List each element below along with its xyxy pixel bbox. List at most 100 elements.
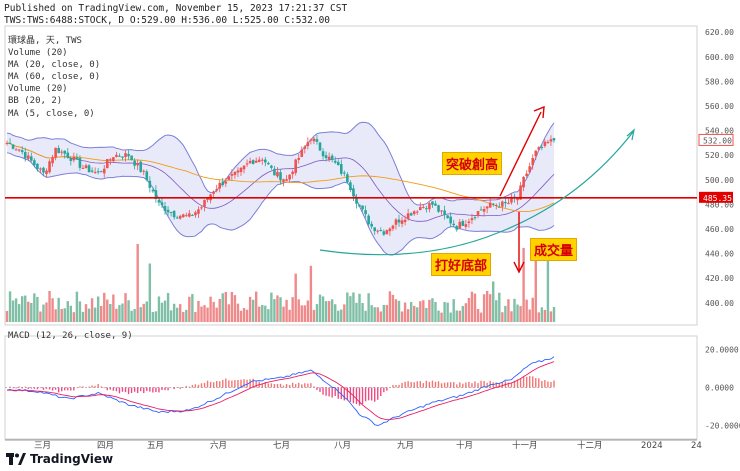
candle [431, 201, 434, 205]
candle [464, 224, 468, 227]
candle [315, 139, 319, 142]
legend-ma20[interactable]: MA (20, close, 0) [8, 60, 101, 71]
candle [379, 230, 383, 232]
volume-bar [373, 307, 376, 322]
candle [163, 206, 167, 212]
candle [470, 218, 474, 221]
volume-bar [516, 304, 519, 322]
candle [203, 200, 206, 207]
volume-bar [27, 301, 30, 322]
time-axis-label: 十一月 [512, 440, 538, 451]
candle [394, 219, 398, 225]
candle [218, 182, 222, 189]
volume-bar [20, 296, 24, 322]
volume-bar [416, 307, 419, 322]
volume-bar [288, 309, 291, 322]
volume-bar [100, 305, 103, 322]
volume-bar [212, 301, 215, 322]
candle [169, 212, 173, 214]
volume-bar [194, 312, 197, 322]
volume-bar [534, 251, 537, 322]
volume-bar [294, 273, 297, 322]
volume-bar [90, 298, 94, 322]
volume-bar [434, 301, 437, 322]
legend-volume-1[interactable]: Volume (20) [8, 48, 68, 59]
candle [184, 215, 188, 217]
legend-bb[interactable]: BB (20, 2) [8, 96, 63, 107]
candle [151, 189, 155, 192]
price-tick-label: 420.00 [705, 274, 734, 283]
volume-bar [522, 247, 525, 322]
legend-volume-2[interactable]: Volume (20) [8, 84, 68, 95]
support-arc [319, 131, 634, 256]
volume-bar [449, 312, 452, 322]
candle [352, 188, 355, 197]
volume-bar [394, 299, 398, 322]
candle [461, 220, 465, 226]
candle [221, 181, 225, 185]
price-tick-label: 620.00 [705, 28, 734, 37]
volume-bar [303, 305, 307, 322]
volume-bar [148, 263, 152, 322]
candle [437, 205, 440, 212]
candle [233, 171, 237, 175]
candle [66, 152, 70, 158]
time-axis-label: 九月 [397, 441, 414, 451]
volume-bar [440, 312, 443, 322]
candle [531, 158, 535, 166]
candle [400, 220, 404, 224]
volume-bar [45, 302, 48, 322]
volume-bar [324, 301, 328, 322]
volume-bar [169, 310, 173, 322]
volume-bar [179, 304, 182, 322]
volume-bar [239, 310, 243, 322]
volume-bar [406, 309, 410, 322]
volume-bar [397, 300, 401, 322]
published-line: Published on TradingView.com, November 1… [4, 3, 348, 14]
candle [188, 213, 191, 217]
volume-bar [172, 303, 176, 322]
volume-bar [227, 304, 231, 322]
candle [48, 161, 51, 173]
volume-bar [510, 311, 513, 322]
price-tick-label: 560.00 [705, 102, 734, 111]
volume-bar [513, 298, 516, 322]
volume-bar [419, 301, 422, 322]
annotation-breakout: 突破創高 [442, 152, 503, 175]
legend-symbol[interactable]: 環球晶, 天, TWS [8, 36, 82, 46]
candle [115, 154, 118, 157]
volume-bar [30, 302, 33, 322]
volume-bar [367, 293, 370, 322]
volume-bar [251, 299, 255, 322]
volume-bar [118, 305, 121, 322]
volume-bar [191, 294, 194, 322]
macd-legend[interactable]: MACD (12, 26, close, 9) [8, 331, 133, 341]
volume-bar [343, 304, 346, 322]
candle [142, 170, 146, 172]
macd-tick-label: 20.0000 [705, 346, 739, 355]
volume-bar [400, 311, 404, 322]
legend-ma5[interactable]: MA (5, close, 0) [8, 108, 95, 119]
volume-bar [14, 298, 18, 322]
volume-bar [306, 300, 310, 322]
volume-bar [501, 312, 504, 322]
volume-bar [279, 297, 282, 322]
volume-bar [69, 305, 73, 322]
candle [14, 149, 18, 151]
bollinger-upper-line [6, 121, 555, 206]
footer-brand[interactable]: TradingView [6, 452, 113, 466]
volume-bar [218, 298, 221, 322]
volume-bar [166, 292, 170, 322]
volume-bar [163, 300, 167, 322]
volume-bar [130, 310, 133, 322]
volume-bar [452, 299, 455, 322]
volume-bar [276, 295, 279, 322]
candle [69, 158, 73, 161]
candle [382, 231, 386, 235]
legend-ma60[interactable]: MA (60, close, 0) [8, 72, 101, 83]
volume-bar [51, 298, 54, 322]
volume-bar [115, 308, 118, 322]
candle [406, 213, 410, 219]
volume-bar [282, 306, 285, 322]
